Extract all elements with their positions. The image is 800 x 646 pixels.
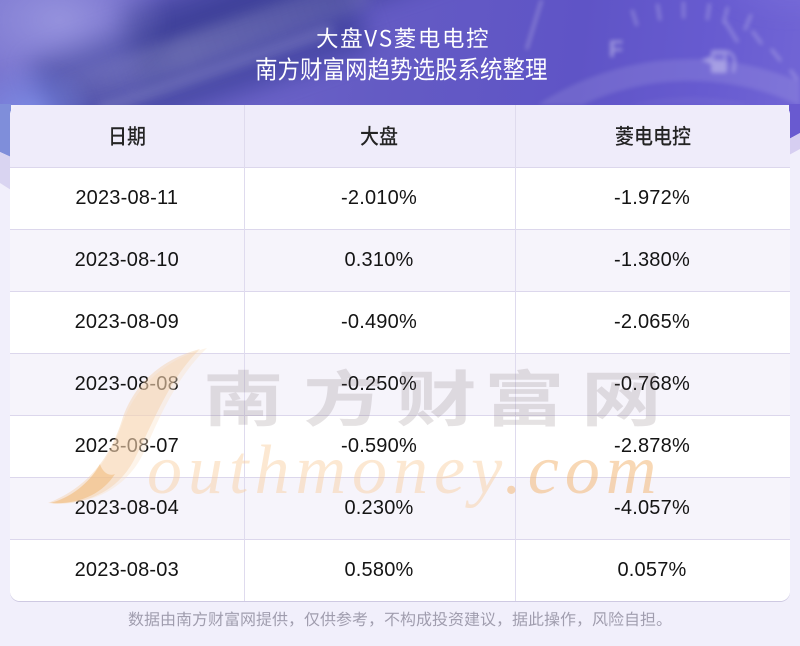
svg-text:F: F — [609, 36, 624, 63]
